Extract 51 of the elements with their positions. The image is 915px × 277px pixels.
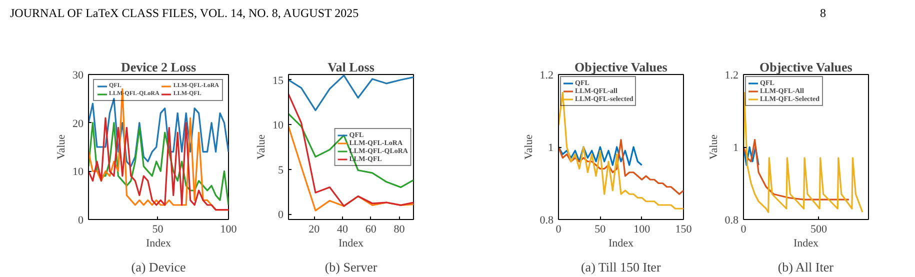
y-tick-label: 1.2 — [540, 70, 554, 82]
y-tick-label: 15 — [272, 75, 284, 88]
y-tick-label: 0 — [78, 214, 84, 227]
x-tick-label: 20 — [308, 224, 320, 236]
y-tick-label: 0.8 — [724, 214, 739, 227]
line-series — [288, 74, 414, 112]
y-tick-label: 0.8 — [540, 214, 554, 227]
y-tick-label: 10 — [72, 166, 84, 178]
line-series — [288, 94, 414, 208]
text: (b) Server — [324, 260, 378, 275]
y-axis-title: Value — [708, 134, 720, 160]
y-tick-label: 1 — [548, 142, 554, 154]
y-tick-label: 0 — [278, 209, 284, 222]
line-series — [288, 113, 414, 188]
line-series — [88, 98, 228, 168]
line-series — [558, 139, 684, 196]
x-axis-title: Index — [793, 238, 820, 250]
x-tick-label: 50 — [594, 224, 606, 236]
x-tick-label: 100 — [634, 224, 651, 236]
line-series — [558, 146, 643, 166]
y-tick-label: 20 — [72, 118, 84, 130]
y-tick-label: 5 — [278, 164, 284, 177]
x-tick-label: 100 — [220, 224, 238, 236]
x-tick-label: 150 — [675, 224, 692, 236]
x-tick-label: 0 — [556, 224, 562, 236]
y-tick-label: 1.2 — [724, 70, 738, 82]
line-series — [744, 139, 850, 201]
y-axis-title: Value — [56, 134, 68, 160]
y-tick-label: 10 — [272, 120, 284, 132]
chart-title: Objective Values — [574, 60, 668, 75]
chart-title: Val Loss — [328, 60, 374, 75]
chart-title: Device 2 Loss — [120, 60, 196, 75]
text: (b) All Iter — [778, 260, 834, 275]
text: (a) Till 150 Iter — [580, 260, 662, 275]
x-tick-label: 50 — [152, 224, 164, 236]
y-tick-label: 1 — [733, 142, 738, 154]
y-tick-label: 30 — [72, 70, 84, 82]
x-axis-title: Index — [338, 238, 364, 250]
text: JOURNAL OF LaTeX CLASS FILES, VOL. 14, NO. 8, AUGUST 2025 — [10, 5, 359, 22]
chart-title: Objective Values — [759, 60, 852, 75]
x-axis-title: Index — [146, 238, 172, 250]
y-axis-title: Value — [522, 134, 535, 160]
x-tick-label: 80 — [394, 224, 406, 236]
x-tick-label: 0 — [740, 224, 747, 236]
text: (a) Device — [131, 260, 186, 275]
x-tick-label: 60 — [365, 224, 377, 236]
x-axis-title: Index — [608, 238, 634, 250]
x-tick-label: 40 — [336, 224, 348, 236]
x-tick-label: 500 — [810, 224, 828, 236]
text: 8 — [820, 5, 826, 22]
y-axis-title: Value — [256, 134, 268, 160]
